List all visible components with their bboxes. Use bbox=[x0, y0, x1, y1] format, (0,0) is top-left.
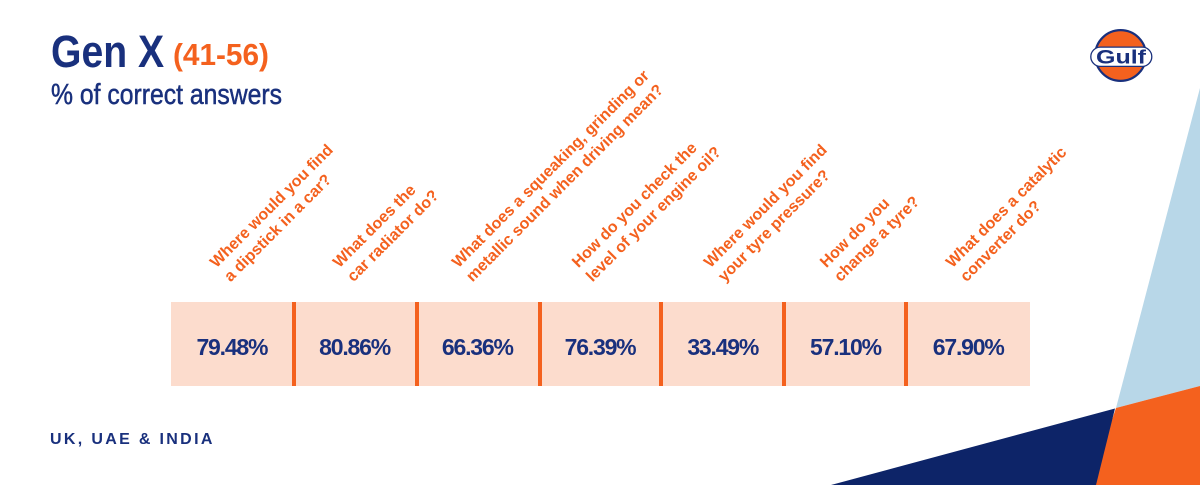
svg-text:Gulf: Gulf bbox=[1096, 48, 1147, 69]
